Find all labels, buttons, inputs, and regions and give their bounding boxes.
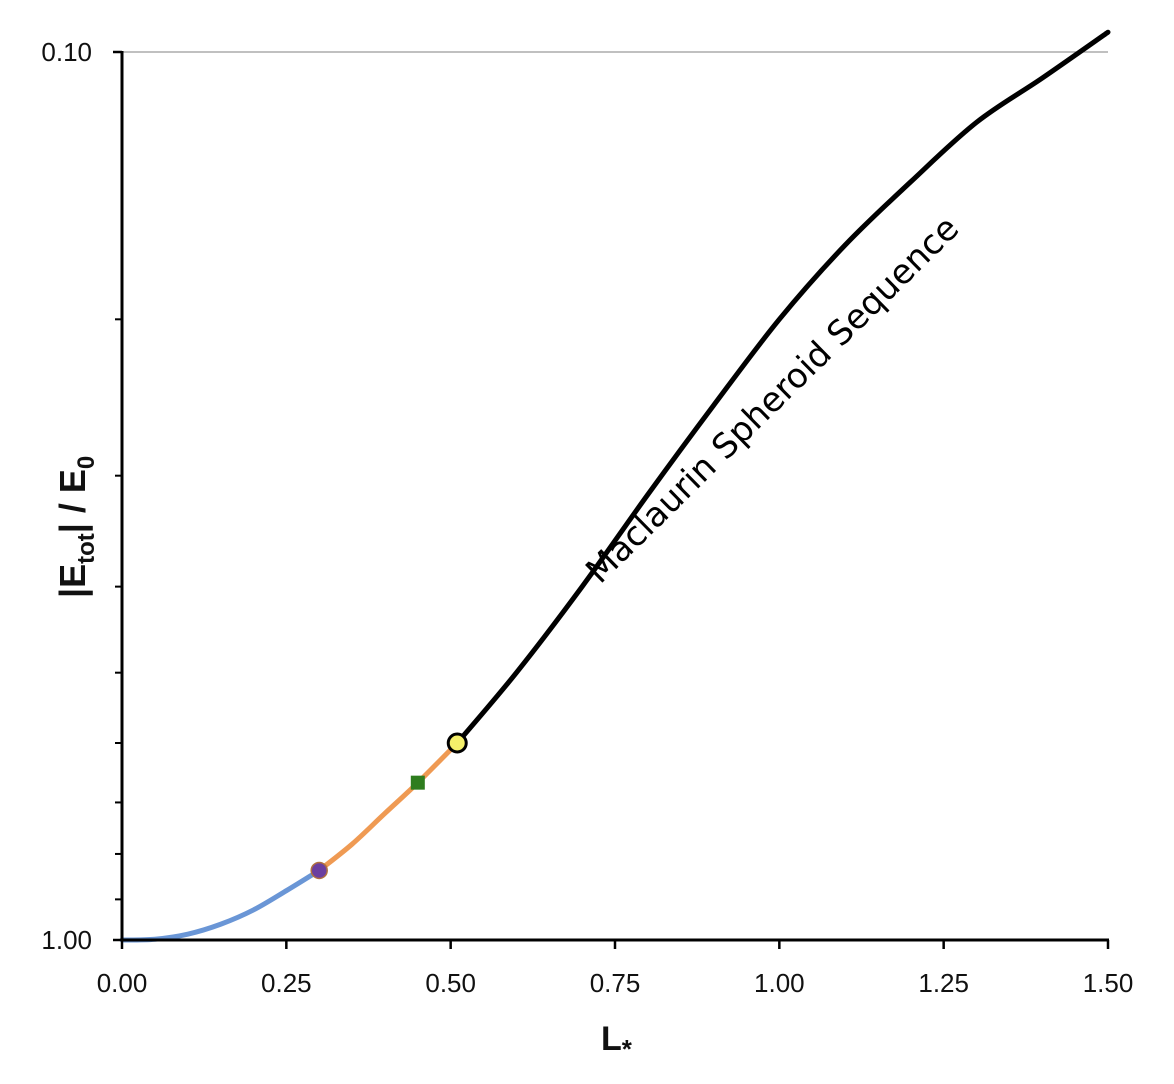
sequence-annotation: Maclaurin Spheroid Sequence — [578, 208, 967, 591]
y-tick-label: 1.00 — [41, 925, 92, 955]
y-axis-title: |Etot| / E0 — [52, 456, 100, 598]
x-tick-label: 0.25 — [261, 968, 312, 998]
marker-layer — [310, 732, 468, 880]
tick-label-layer: 1.00 0.10 0.00 0.25 0.50 0.75 1.00 1.25 1.50 — [41, 37, 1133, 998]
purple-circle-marker — [310, 861, 328, 880]
y-axis-title-bar-right: | — [52, 523, 94, 533]
y-axis-title-e0: E — [52, 469, 93, 493]
y-axis-title-sub-tot: tot — [73, 533, 100, 564]
y-tick-label: 0.10 — [41, 37, 92, 67]
y-axis-title-slash: / — [52, 493, 93, 523]
axes-layer — [113, 50, 1110, 949]
x-axis-title: L* — [601, 1020, 633, 1064]
x-axis-title-main: L — [601, 1020, 622, 1058]
series-line-orange — [316, 740, 460, 873]
y-axis-title-bar-left: | — [52, 588, 94, 598]
x-tick-label: 1.00 — [754, 968, 805, 998]
green-square-marker — [410, 775, 425, 790]
x-tick-label: 0.50 — [425, 968, 476, 998]
x-tick-label: 0.75 — [590, 968, 641, 998]
yellow-circle-marker — [446, 732, 468, 754]
series-line-blue — [119, 867, 322, 943]
x-tick-label: 1.50 — [1083, 968, 1134, 998]
series-layer — [119, 29, 1111, 943]
series-line-black — [454, 29, 1111, 746]
y-axis-title-e: E — [52, 564, 93, 588]
x-tick-label: 0.00 — [97, 968, 148, 998]
x-tick-label: 1.25 — [918, 968, 969, 998]
x-axis-title-subscript: * — [622, 1034, 633, 1064]
y-axis-title-sub-0: 0 — [73, 456, 100, 469]
